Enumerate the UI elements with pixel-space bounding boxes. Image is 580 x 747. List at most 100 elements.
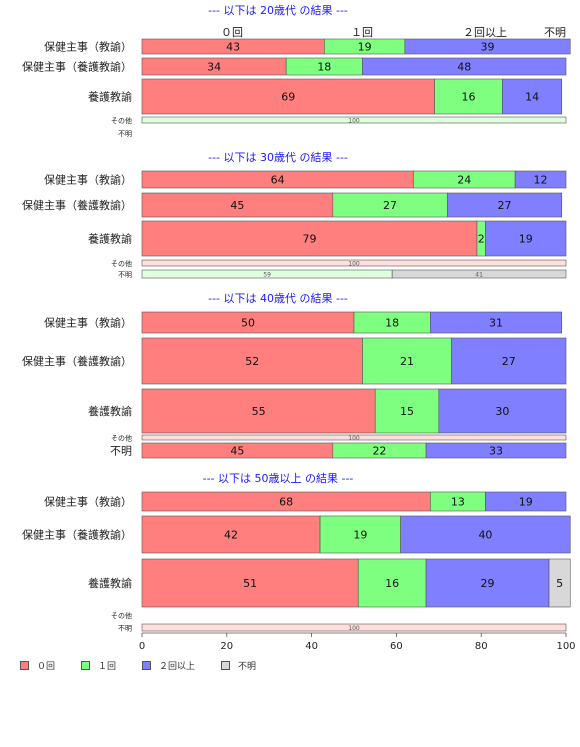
data-label-p3-r0-s1: 13: [451, 496, 465, 509]
bar-segment-p1-r4-s3: [391, 269, 567, 279]
bar-segment-p0-r2-s1: [434, 78, 503, 115]
bar-segment-p1-r1-s2: [446, 192, 563, 218]
bar-segment-p2-r2-s1: [374, 388, 440, 434]
bar-segment-p0-r2-s0: [141, 78, 435, 115]
data-label-p0-r1-s0: 34: [207, 61, 221, 74]
bar-segment-p2-r3-s0: [141, 434, 567, 441]
legend-label-1: １回: [98, 662, 117, 672]
row-label-p0-r3: その他: [111, 116, 132, 125]
bar-segment-p3-r0-s2: [485, 491, 567, 512]
data-label-p2-r0-s2: 31: [489, 317, 503, 330]
data-label-p3-r2-s1: 16: [385, 577, 399, 590]
x-tick-label-2: 40: [305, 641, 318, 650]
bar-segment-p2-r1-s2: [451, 337, 567, 385]
bar-segment-p3-r2-s3: [548, 558, 571, 608]
row-label-p1-r4: 不明: [118, 271, 132, 279]
bar-segment-p0-r3-s1: [141, 116, 567, 124]
legend-swatch-2: [142, 661, 152, 670]
data-label-p2-r4-s1: 22: [372, 445, 386, 458]
category-header-3: 不明: [544, 26, 566, 39]
data-label-p3-r1-s1: 19: [353, 529, 367, 542]
panel-title-3: --- 以下は 50歳以上 の結果 ---: [203, 471, 354, 485]
bar-segment-p0-r1-s2: [362, 57, 567, 76]
data-label-p2-r2-s0: 55: [252, 405, 266, 418]
bar-segment-p3-r2-s1: [357, 558, 427, 608]
data-label-p0-r2-s2: 14: [525, 91, 539, 104]
data-label-p0-r3-s1: 100: [348, 118, 360, 125]
data-label-p1-r3-s0: 100: [348, 261, 360, 268]
data-label-p0-r1-s1: 18: [317, 61, 331, 74]
legend-item-1: １回: [81, 659, 116, 672]
data-label-p1-r0-s1: 24: [457, 174, 471, 187]
data-label-p1-r1-s2: 27: [498, 199, 512, 212]
row-label-p2-r4: 不明: [110, 445, 132, 458]
bar-segment-p3-r2-s2: [425, 558, 550, 608]
x-tick-label-1: 20: [220, 641, 233, 650]
data-label-p3-r1-s2: 40: [478, 529, 492, 542]
data-label-p1-r2-s2: 19: [519, 233, 533, 246]
bar-segment-p1-r2-s0: [141, 220, 478, 257]
row-label-p0-r2: 養護教諭: [88, 90, 132, 104]
bar-segment-p2-r2-s0: [141, 388, 376, 434]
data-label-p3-r1-s0: 42: [224, 529, 238, 542]
data-label-p2-r2-s1: 15: [400, 405, 414, 418]
data-label-p1-r0-s0: 64: [271, 174, 285, 187]
x-tick-label-3: 60: [390, 641, 403, 650]
data-label-p2-r1-s2: 27: [502, 355, 516, 368]
data-label-p0-r2-s0: 69: [281, 91, 295, 104]
category-header-1: １回: [351, 26, 373, 39]
data-label-p2-r1-s0: 52: [245, 355, 259, 368]
bar-segment-p3-r2-s0: [141, 558, 359, 608]
data-label-p3-r2-s2: 29: [481, 577, 495, 590]
data-label-p3-r0-s0: 68: [279, 496, 293, 509]
bar-segment-p1-r2-s2: [485, 220, 567, 257]
legend-swatch-3: [221, 661, 231, 670]
panel-title-1: --- 以下は 30歳代 の結果 ---: [208, 150, 348, 164]
panel-title-0: --- 以下は 20歳代 の結果 ---: [208, 3, 348, 17]
x-tick-label-0: 0: [139, 641, 145, 650]
data-label-p2-r4-s2: 33: [489, 445, 503, 458]
bar-segment-p2-r0-s2: [430, 311, 563, 334]
bar-segment-p1-r0-s2: [514, 170, 567, 189]
data-label-p1-r0-s2: 12: [534, 174, 548, 187]
data-label-p1-r4-s3: 41: [475, 272, 483, 279]
data-label-p2-r0-s1: 18: [385, 317, 399, 330]
data-label-p2-r3-s0: 100: [348, 435, 360, 442]
data-label-p2-r1-s1: 21: [400, 355, 414, 368]
legend-item-2: ２回以上: [142, 659, 195, 672]
stacked-bar-chart: ０回 １回 ２回以上 不明--- 以下は 20歳代 の結果 ---保健主事（教諭） 43…: [22, 3, 576, 652]
row-label-p2-r2: 養護教諭: [88, 404, 132, 418]
bar-segment-p0-r2-s2: [502, 78, 563, 115]
data-label-p1-r2-s0: 79: [302, 233, 316, 246]
bar-segment-p3-r1-s2: [400, 515, 571, 554]
row-label-p3-r4: 不明: [118, 625, 132, 633]
legend-item-3: 不明: [221, 659, 256, 672]
legend-item-0: ０回: [20, 659, 55, 672]
legend-label-2: ２回以上: [159, 662, 196, 672]
panel-title-2: --- 以下は 40歳代 の結果 ---: [208, 291, 348, 305]
row-label-p1-r3: その他: [111, 259, 132, 268]
legend-label-3: 不明: [238, 662, 257, 672]
data-label-p0-r1-s2: 48: [457, 61, 471, 74]
row-label-p2-r0: 保健主事（教諭）: [44, 316, 132, 330]
row-label-p2-r1: 保健主事（養護教諭）: [22, 354, 132, 368]
data-label-p1-r1-s1: 27: [383, 199, 397, 212]
bar-segment-p2-r1-s0: [141, 337, 363, 385]
data-label-p0-r2-s1: 16: [461, 91, 475, 104]
legend: ０回 １回 ２回以上 不明: [20, 659, 256, 672]
data-label-p0-r0-s2: 39: [481, 41, 495, 54]
data-label-p0-r0-s1: 19: [358, 41, 372, 54]
row-label-p3-r1: 保健主事（養護教諭）: [22, 528, 132, 542]
row-label-p3-r3: その他: [111, 611, 132, 620]
data-label-p0-r0-s0: 43: [226, 41, 240, 54]
row-label-p1-r1: 保健主事（養護教諭）: [22, 198, 132, 212]
row-label-p0-r0: 保健主事（教諭）: [44, 40, 132, 54]
data-label-p3-r4-s0: 100: [348, 625, 360, 632]
bar-segment-p1-r3-s0: [141, 259, 567, 267]
bar-segment-p3-r4-s0: [141, 623, 567, 632]
bar-segment-p1-r1-s0: [141, 192, 334, 218]
row-label-p0-r4: 不明: [118, 130, 132, 138]
data-label-p1-r4-s1: 59: [263, 272, 271, 279]
bar-segment-p3-r1-s0: [141, 515, 321, 554]
